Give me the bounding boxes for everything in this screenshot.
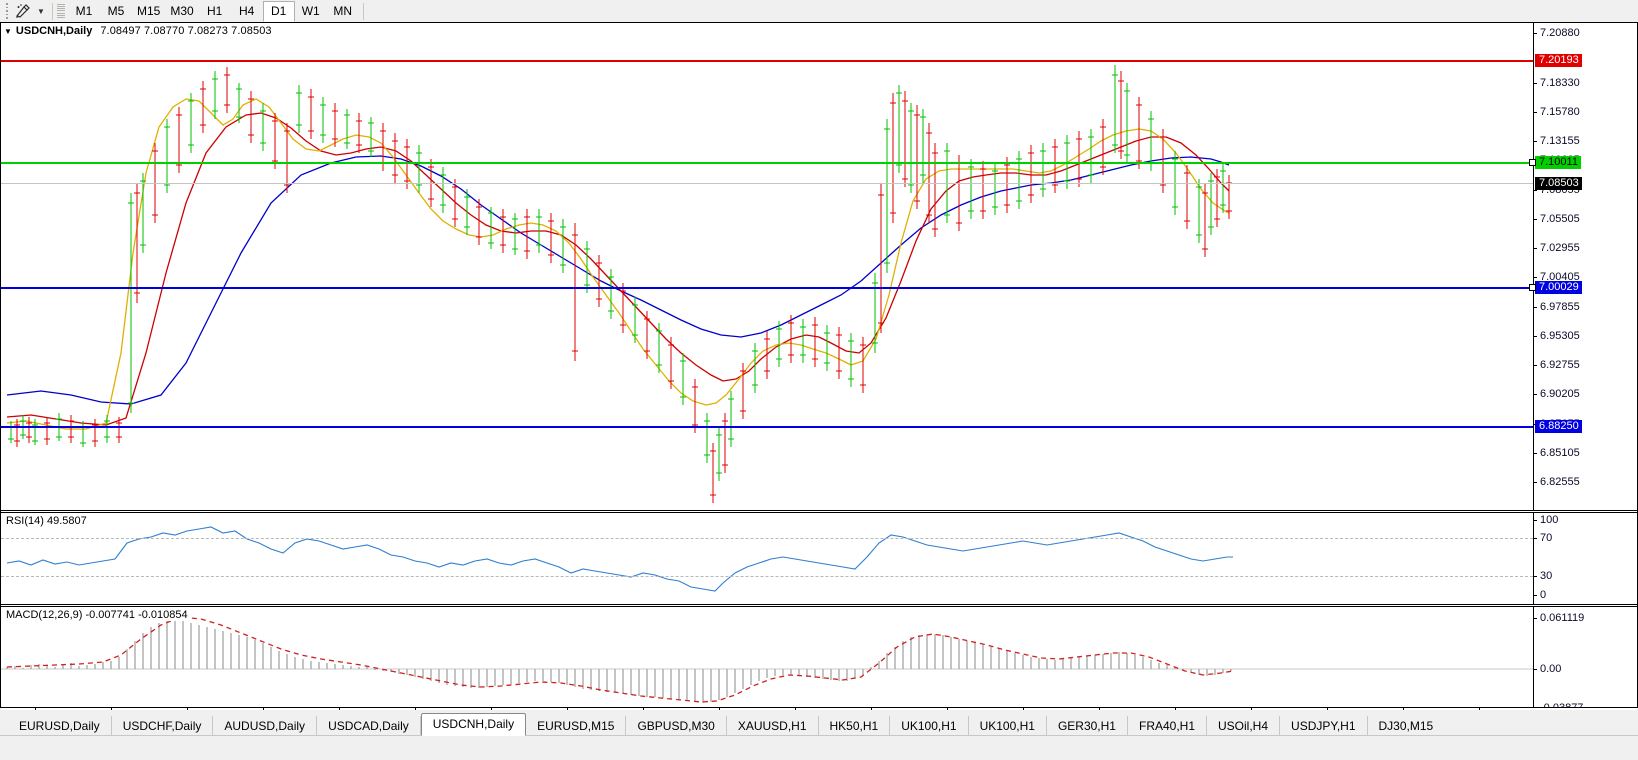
timeframe-group: M1 M5 M15 M30 H1 H4 D1 W1 MN <box>68 0 359 22</box>
price-tick: 7.05505 <box>1540 213 1580 225</box>
chevron-down-icon[interactable]: ▼ <box>37 6 45 16</box>
blue-level-price-label-upper[interactable]: 7.00029 <box>1535 281 1582 294</box>
tab-usdcad-daily[interactable]: USDCAD,Daily <box>317 716 421 736</box>
rsi-tick-30: 30 <box>1540 570 1553 582</box>
tab-uk100-h1-a[interactable]: UK100,H1 <box>890 716 969 736</box>
timeframe-w1[interactable]: W1 <box>301 4 320 18</box>
timeframe-m1[interactable]: M1 <box>75 4 93 18</box>
tab-xauusd-h1[interactable]: XAUUSD,H1 <box>727 716 819 736</box>
macd-tick-zero: 0.00 <box>1540 663 1562 675</box>
rsi-level-70-line <box>1 538 1533 539</box>
price-tick: 7.15780 <box>1540 106 1580 118</box>
price-tick: 6.97855 <box>1540 301 1580 313</box>
tab-usoil-h4[interactable]: USOil,H4 <box>1207 716 1281 736</box>
chart-tabs: EURUSD,Daily USDCHF,Daily AUDUSD,Daily U… <box>8 713 1444 736</box>
price-tick: 6.92755 <box>1540 359 1580 371</box>
rsi-level-30-line <box>1 576 1533 577</box>
tab-usdcnh-daily[interactable]: USDCNH,Daily <box>420 713 527 736</box>
timeframe-h4[interactable]: H4 <box>239 4 255 18</box>
chart-header: ▼ USDCNH,Daily 7.08497 7.08770 7.08273 7… <box>4 25 276 37</box>
macd-axis: 0.061119 0.00 -0.03877 <box>1533 607 1637 714</box>
toolbar: ▼ M1 M5 M15 M30 H1 H4 D1 W1 MN <box>0 0 1638 23</box>
candlestick-series <box>6 65 1232 503</box>
macd-plot[interactable] <box>1 607 1533 707</box>
collapse-triangle-icon[interactable]: ▼ <box>4 26 12 36</box>
timeframe-d1[interactable]: D1 <box>262 0 295 22</box>
chart-area[interactable]: ▼ USDCNH,Daily 7.08497 7.08770 7.08273 7… <box>0 22 1638 729</box>
rsi-indicator-label: RSI(14) 49.5807 <box>6 515 90 527</box>
price-tick: 7.13155 <box>1540 135 1580 147</box>
tab-uk100-h1-b[interactable]: UK100,H1 <box>969 716 1047 736</box>
chart-symbol-label: USDCNH,Daily <box>15 25 93 37</box>
tab-usdjpy-h1[interactable]: USDJPY,H1 <box>1280 716 1368 736</box>
rsi-tick-100: 100 <box>1540 514 1559 526</box>
rsi-series <box>6 526 1233 592</box>
price-pane[interactable]: ▼ USDCNH,Daily 7.08497 7.08770 7.08273 7… <box>1 23 1637 511</box>
price-tick: 7.00405 <box>1540 271 1580 283</box>
resistance-line[interactable] <box>1 60 1533 62</box>
price-tick: 7.02955 <box>1540 242 1580 254</box>
tab-audusd-daily[interactable]: AUDUSD,Daily <box>213 716 318 736</box>
tab-ger30-h1[interactable]: GER30,H1 <box>1047 716 1128 736</box>
price-tick: 6.95305 <box>1540 330 1580 342</box>
blue-line-handle[interactable] <box>1529 284 1536 291</box>
toolbar-separator <box>52 2 53 20</box>
price-tick: 6.82555 <box>1540 476 1580 488</box>
tab-gbpusd-m30[interactable]: GBPUSD,M30 <box>626 716 727 736</box>
macd-series <box>1 616 1533 703</box>
rsi-axis: 100 70 30 0 <box>1533 513 1637 604</box>
green-level-price-label[interactable]: 7.10011 <box>1535 156 1581 169</box>
last-price-label: 7.08503 <box>1535 177 1582 190</box>
price-tick: 6.85105 <box>1540 447 1580 459</box>
price-tick: 7.20880 <box>1540 27 1580 39</box>
blue-level-line-upper[interactable] <box>1 287 1533 289</box>
green-line-handle[interactable] <box>1529 159 1536 166</box>
tab-hk50-h1[interactable]: HK50,H1 <box>819 716 891 736</box>
last-price-line <box>1 183 1533 184</box>
tab-fra40-h1[interactable]: FRA40,H1 <box>1128 716 1208 736</box>
tab-usdchf-daily[interactable]: USDCHF,Daily <box>112 716 214 736</box>
rsi-pane[interactable]: RSI(14) 49.5807 100 70 30 0 <box>1 512 1637 605</box>
tab-dj30-m15[interactable]: DJ30,M15 <box>1378 719 1434 733</box>
resistance-price-label[interactable]: 7.20193 <box>1535 54 1582 67</box>
timeframe-mn[interactable]: MN <box>333 4 353 18</box>
rsi-tick-70: 70 <box>1540 532 1553 544</box>
rsi-tick-0: 0 <box>1540 589 1547 601</box>
price-tick: 6.90205 <box>1540 388 1580 400</box>
price-axis[interactable]: 7.20880 7.18330 7.15780 7.13155 7.10605 … <box>1533 23 1637 510</box>
blue-level-line-lower[interactable] <box>1 426 1533 428</box>
tab-eurusd-daily[interactable]: EURUSD,Daily <box>8 716 112 736</box>
price-tick: 7.18330 <box>1540 77 1580 89</box>
green-level-line[interactable] <box>1 162 1533 164</box>
timeframe-m30[interactable]: M30 <box>170 4 194 18</box>
toolbar-separator-end <box>362 2 364 20</box>
macd-indicator-label: MACD(12,26,9) -0.007741 -0.010854 <box>6 609 191 621</box>
timeframe-m15[interactable]: M15 <box>137 4 161 18</box>
toolbar-drag-handle[interactable] <box>2 2 12 20</box>
timeframe-m5[interactable]: M5 <box>107 4 125 18</box>
chart-ohlc-values: 7.08497 7.08770 7.08273 7.08503 <box>100 25 272 37</box>
macd-tick-max: 0.061119 <box>1540 612 1585 624</box>
timeframe-group-grip[interactable] <box>57 3 65 20</box>
macd-pane[interactable]: MACD(12,26,9) -0.007741 -0.010854 0.0611… <box>1 606 1637 714</box>
timeframe-h1[interactable]: H1 <box>207 4 223 18</box>
chart-tab-bar: EURUSD,Daily USDCHF,Daily AUDUSD,Daily U… <box>0 710 1638 760</box>
tab-eurusd-m15[interactable]: EURUSD,M15 <box>526 716 627 736</box>
rsi-plot[interactable] <box>1 513 1533 604</box>
crosshair-cursor-icon[interactable] <box>12 1 34 21</box>
price-plot[interactable] <box>1 23 1533 510</box>
blue-level-price-label-lower[interactable]: 6.88250 <box>1535 420 1582 433</box>
